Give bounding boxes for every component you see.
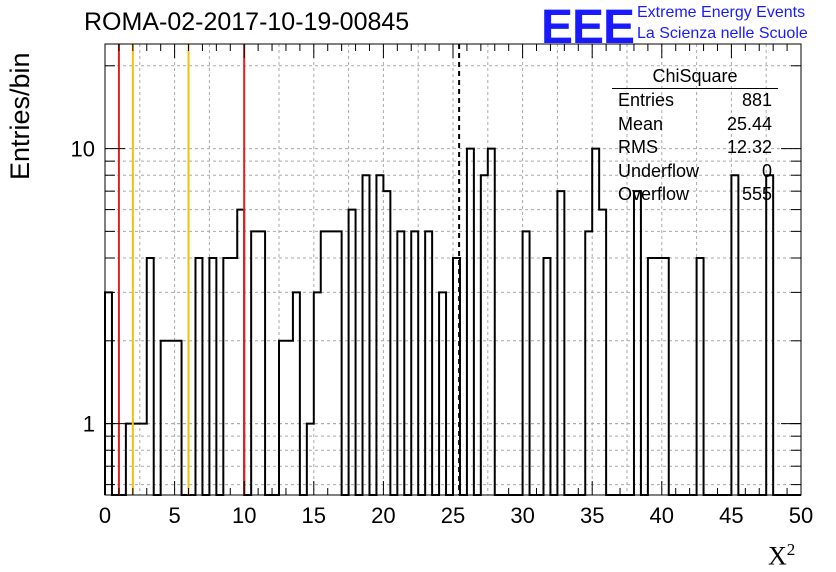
y-tick-label: 10: [71, 137, 95, 162]
y-tick-label: 1: [83, 412, 95, 437]
x-tick-label: 10: [232, 503, 256, 528]
stats-box: ChiSquare Entries 881 Mean 25.44 RMS 12.32 …: [612, 66, 778, 207]
x-axis-label: X2: [768, 540, 795, 572]
x-tick-label: 15: [302, 503, 326, 528]
x-tick-label: 0: [99, 503, 111, 528]
logo-line-1: Extreme Energy Events: [637, 4, 806, 21]
eee-logo: EEE: [541, 1, 635, 54]
stats-label: Entries: [618, 90, 675, 110]
x-tick-label: 25: [441, 503, 465, 528]
stats-row-mean: Mean 25.44: [612, 113, 778, 137]
x-tick-label: 45: [719, 503, 743, 528]
stats-value: 0: [761, 160, 772, 181]
stats-label: Overflow: [618, 184, 690, 204]
stats-label: RMS: [618, 137, 658, 157]
stats-title: ChiSquare: [612, 66, 778, 89]
x-tick-label: 30: [510, 503, 534, 528]
stats-value: 12.32: [726, 137, 772, 157]
x-axis-label-sup: 2: [786, 540, 796, 559]
stats-row-entries: Entries 881: [612, 89, 778, 113]
x-tick-label: 35: [580, 503, 604, 528]
stats-value: 555: [741, 184, 772, 204]
x-tick-label: 5: [168, 503, 180, 528]
x-axis-label-base: X: [768, 541, 787, 571]
x-tick-label: 20: [371, 503, 395, 528]
stats-value: 881: [741, 90, 772, 110]
logo-line-2: La Scienza nelle Scuole: [637, 25, 808, 42]
x-tick-label: 50: [789, 503, 813, 528]
stats-value: 25.44: [726, 113, 772, 134]
y-axis-label: Entries/bin: [5, 52, 35, 180]
stats-row-underflow: Underflow 0: [612, 160, 778, 184]
stats-label: Mean: [618, 113, 664, 134]
chart-title: ROMA-02-2017-10-19-00845: [84, 8, 410, 36]
stats-row-rms: RMS 12.32: [612, 136, 778, 160]
stats-row-overflow: Overflow 555: [612, 183, 778, 207]
x-tick-label: 40: [650, 503, 674, 528]
stats-label: Underflow: [618, 160, 700, 181]
